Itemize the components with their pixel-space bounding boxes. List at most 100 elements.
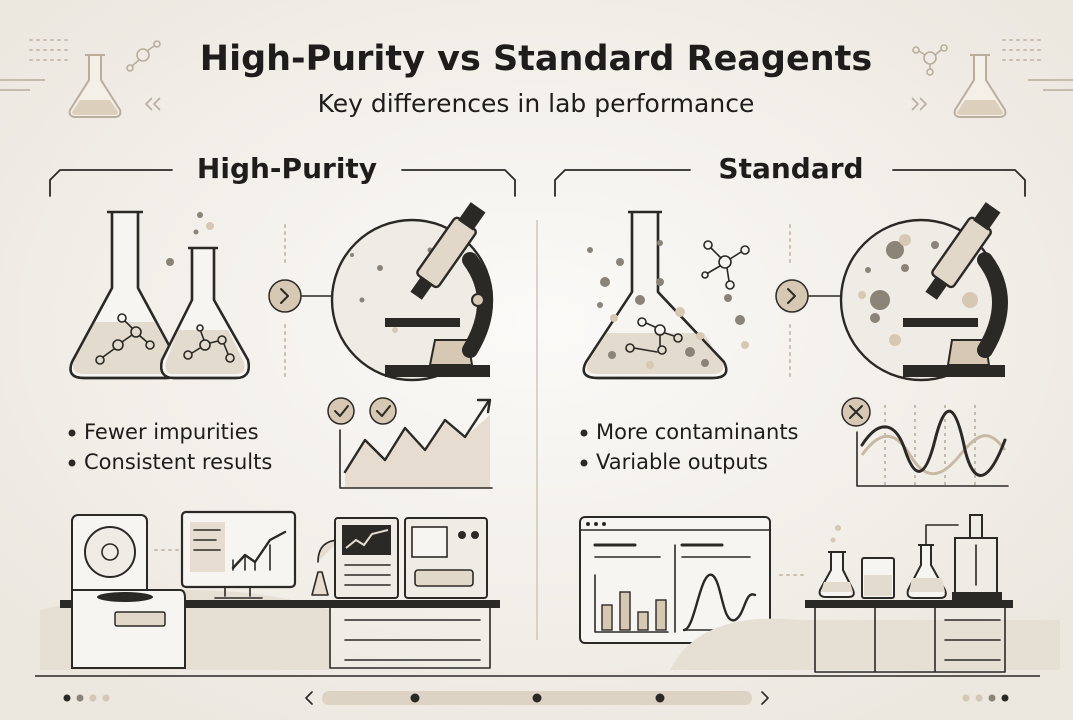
lab-bench [969, 514, 983, 539]
header-decoration [131, 45, 155, 67]
microscope-illustration [870, 313, 880, 323]
lab-bench [925, 524, 959, 546]
flask-illustration [117, 313, 127, 323]
flask-illustration [586, 333, 724, 374]
lab-bench [344, 564, 391, 586]
trend-chart [339, 429, 493, 489]
flask-illustration [183, 350, 193, 360]
carousel-nav [76, 694, 84, 702]
flask-illustration [206, 222, 214, 230]
flask-illustration [145, 340, 155, 350]
report-window [655, 599, 667, 631]
flask-illustration [191, 331, 229, 355]
lab-bench [830, 537, 836, 543]
header-decoration [0, 39, 1073, 118]
flask-illustration [646, 361, 654, 369]
bullet-dot [580, 459, 588, 467]
microscope-illustration [870, 290, 890, 310]
flask-illustration [197, 212, 203, 218]
flask-illustration [635, 295, 645, 305]
lab-bench [805, 600, 1013, 608]
heading-bracket [49, 169, 516, 197]
lab-bench [214, 586, 263, 599]
bullet-dot [580, 429, 588, 437]
flask-illustration [217, 335, 227, 345]
bullet-dot [68, 429, 588, 467]
header-decoration [126, 40, 161, 72]
lab-bench [84, 526, 136, 578]
flask-illustration [625, 317, 683, 355]
carousel-nav [89, 694, 97, 702]
flask-illustration [703, 240, 713, 250]
variance-chart [841, 397, 1009, 487]
report-window [682, 573, 757, 632]
lab-bench [71, 589, 186, 669]
microscope-illustration [899, 234, 911, 246]
flask-illustration [741, 341, 749, 349]
microscope-illustration [377, 265, 383, 271]
microscope-illustration [901, 264, 909, 272]
flask-illustration [685, 347, 695, 357]
flask-illustration [610, 307, 749, 369]
flask-illustration [160, 248, 250, 380]
report-window [619, 591, 631, 631]
flask-illustration [102, 320, 148, 358]
microscope-illustration [858, 234, 978, 346]
microscope-illustration [839, 202, 1008, 382]
flask-illustration [725, 280, 735, 290]
report-window [579, 516, 771, 644]
flask-illustration [183, 324, 235, 363]
flask-illustration [597, 302, 603, 308]
flask-illustration [582, 212, 728, 380]
carousel-nav [962, 694, 970, 702]
microscope-illustration [392, 327, 398, 333]
microscope-illustration [385, 318, 460, 327]
report-window [601, 604, 613, 631]
lab-bench [670, 514, 1060, 673]
trend-chart [476, 398, 492, 414]
report-window [586, 522, 590, 526]
flask-illustration [225, 353, 235, 363]
header-decoration [918, 49, 942, 69]
trend-chart [369, 397, 397, 425]
microscope-illustration [903, 365, 1005, 377]
microscope-illustration [858, 291, 866, 299]
header-decoration [957, 100, 1003, 115]
arrow-badge [268, 279, 335, 313]
lab-bench [864, 575, 892, 596]
heading-bracket [49, 169, 1026, 197]
lab-bench [101, 543, 119, 561]
flask-illustration [95, 355, 105, 365]
flask-illustration [696, 332, 704, 340]
microscope-illustration [931, 241, 939, 249]
carousel-nav [988, 694, 996, 702]
lab-bench [193, 529, 221, 551]
flask-illustration [587, 240, 745, 367]
flask-illustration [166, 258, 174, 266]
header-decoration [153, 40, 161, 48]
lab-bench [814, 607, 1006, 673]
bullet-text: Consistent results [84, 450, 272, 474]
lab-bench [414, 569, 474, 587]
bullet-dot [68, 429, 76, 437]
microscope-illustration [428, 339, 474, 366]
flask-illustration [701, 359, 709, 367]
carousel-nav [410, 693, 420, 703]
header-decoration [912, 46, 920, 54]
lab-bench [471, 531, 479, 539]
microscope-illustration [458, 202, 486, 231]
trend-chart [376, 405, 391, 417]
panel-heading: High-Purity [197, 152, 377, 185]
report-window [602, 522, 606, 526]
flask-illustration [740, 245, 750, 255]
flask-illustration [718, 255, 732, 269]
header-decoration [144, 97, 928, 111]
lab-bench [97, 592, 153, 602]
title: High-Purity vs Standard Reagents [200, 39, 872, 79]
microscope-illustration [962, 292, 978, 308]
microscope-illustration [977, 252, 1008, 358]
microscope-illustration [410, 202, 486, 300]
lab-bench [232, 544, 271, 571]
microscope-illustration [886, 241, 904, 259]
